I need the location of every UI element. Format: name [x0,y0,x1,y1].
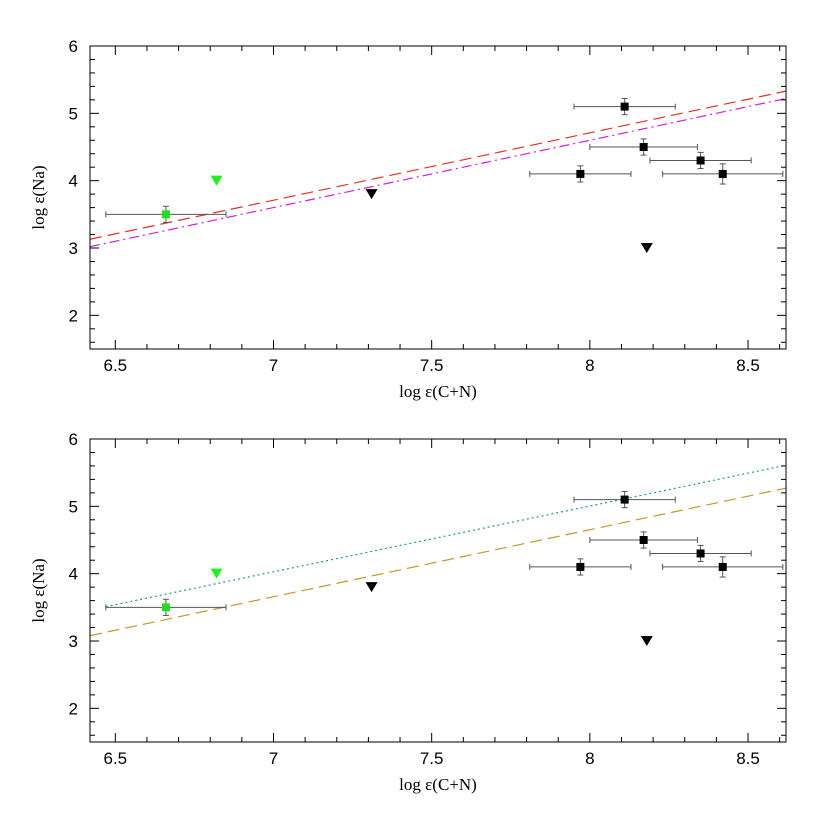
x-tick-label: 7.5 [420,356,444,375]
y-tick-label: 6 [69,430,78,449]
fit-line-2 [90,97,786,248]
x-tick-label: 8.5 [736,749,760,768]
y-tick-label: 5 [69,497,78,516]
x-tick-label: 8 [585,356,594,375]
y-axis-label: log ε(Na) [29,558,48,622]
data-point-square [620,102,629,111]
x-tick-label: 7 [269,356,278,375]
data-point-square [576,562,585,571]
y-tick-label: 3 [69,632,78,651]
y-tick-label: 2 [69,699,78,718]
fit-line-1 [105,464,786,608]
fit-line-2 [90,487,786,637]
data-point-upper-limit [640,243,653,253]
x-tick-label: 6.5 [103,356,127,375]
x-tick-label: 8.5 [736,356,760,375]
y-tick-label: 3 [69,239,78,258]
x-tick-label: 7.5 [420,749,444,768]
y-tick-label: 4 [69,565,78,584]
fit-lines [90,464,786,637]
data-point-square [161,210,170,219]
data-point-upper-limit [210,175,223,186]
data-point-square [639,143,648,151]
x-axis-label: log ε(C+N) [399,382,477,401]
x-axis-label: log ε(C+N) [399,775,477,794]
data-point-square [696,549,705,558]
y-tick-label: 5 [69,104,78,123]
x-tick-label: 6.5 [103,749,127,768]
y-axis-label: log ε(Na) [29,165,48,229]
data-point-upper-limit [365,189,378,200]
plot-frame [89,438,787,743]
data-point-upper-limit [365,582,378,593]
chart-panel-1: 6.5 7 7.5 8 8.5 2 3 4 5 6 log ε(C+N) log ε(Na) [29,37,787,401]
x-tick-label: 8 [585,749,594,768]
data-point-square [639,536,648,544]
data-point-square [696,156,705,165]
fit-line-1 [90,90,786,240]
data-point-square [718,562,727,571]
data-point-square [718,169,727,178]
y-tick-label: 6 [69,37,78,56]
plot-frame [89,45,787,350]
y-tick-label: 2 [69,306,78,325]
fit-lines [90,90,786,248]
y-tick-label: 4 [69,172,78,191]
x-tick-label: 7 [269,749,278,768]
data-point-square [576,169,585,178]
data-point-upper-limit [210,568,223,579]
data-point-upper-limit [640,636,653,646]
data-point-square [161,603,170,612]
data-point-square [620,495,629,504]
chart-panel-2: 6.5 7 7.5 8 8.5 2 3 4 5 6 log ε(C+N) log ε(Na) [29,430,787,794]
